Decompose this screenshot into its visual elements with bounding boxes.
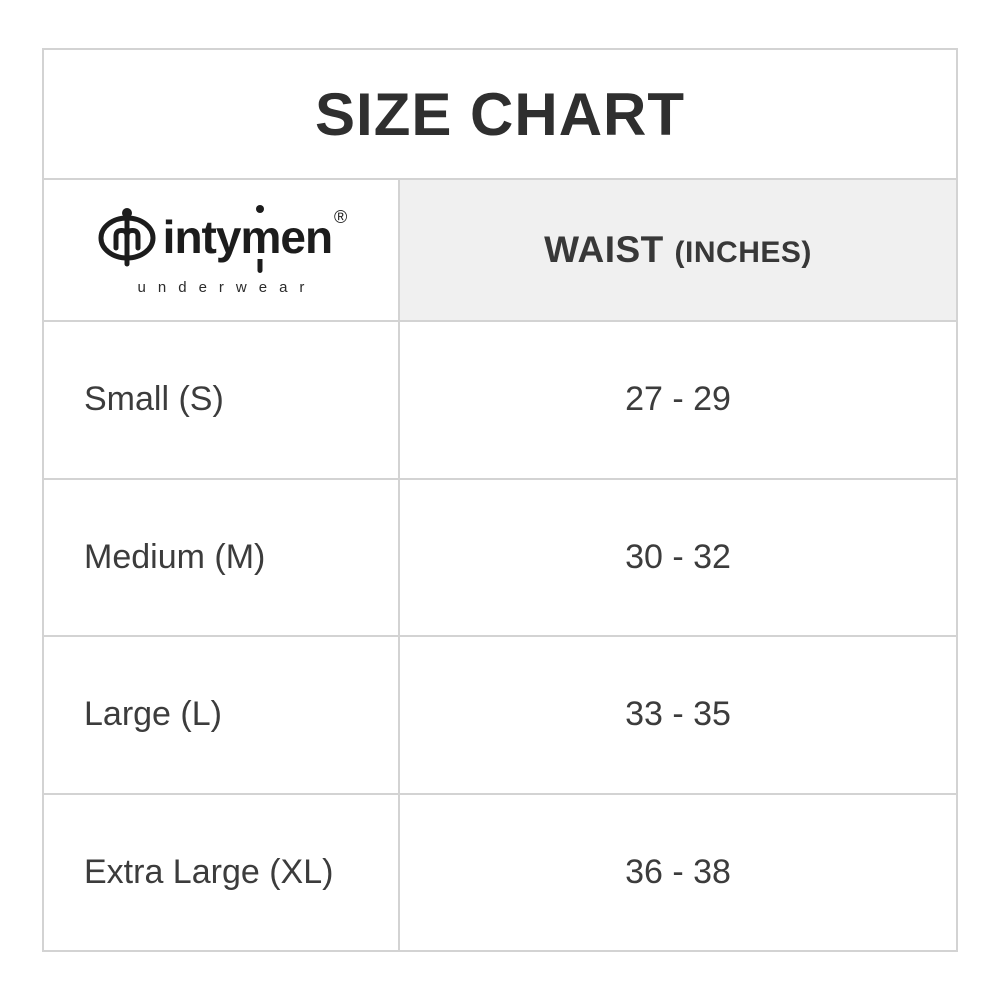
- brand-logo: intymen ® underwear: [95, 205, 348, 296]
- waist-value: 33 - 35: [625, 695, 731, 734]
- size-label: Small (S): [84, 380, 224, 419]
- brand-tagline: underwear: [137, 278, 317, 296]
- table-row-small-waist: 27 - 29: [400, 322, 956, 478]
- waist-unit-text: INCHES: [685, 236, 802, 269]
- paren-close: ): [801, 236, 812, 269]
- waist-column-header: WAIST (INCHES): [544, 229, 812, 271]
- table-row-large-waist: 33 - 35: [400, 637, 956, 793]
- paren-open: (: [674, 236, 686, 269]
- brand-text-m: m: [240, 210, 281, 263]
- size-chart-table: SIZE CHART intymen ® underwear WAIST (IN…: [42, 48, 958, 952]
- brand-logo-cell: intymen ® underwear: [44, 180, 398, 320]
- waist-unit: (INCHES): [675, 236, 812, 269]
- waist-header-cell: WAIST (INCHES): [400, 180, 956, 320]
- table-row-small-label: Small (S): [44, 322, 398, 478]
- waist-value: 27 - 29: [625, 380, 731, 419]
- table-row-medium-label: Medium (M): [44, 479, 398, 635]
- registered-trademark-icon: ®: [334, 206, 348, 227]
- brand-text-inty: inty: [162, 210, 242, 263]
- size-label: Large (L): [84, 695, 222, 734]
- size-chart-title-row: SIZE CHART: [44, 50, 956, 178]
- brand-wordmark: intymen: [162, 210, 333, 263]
- table-row-xlarge-label: Extra Large (XL): [44, 794, 398, 950]
- waist-value: 36 - 38: [625, 852, 731, 891]
- table-row-large-label: Large (L): [44, 637, 398, 793]
- waist-value: 30 - 32: [625, 537, 731, 576]
- page-title: SIZE CHART: [315, 80, 685, 148]
- size-label: Medium (M): [84, 537, 266, 576]
- size-label: Extra Large (XL): [84, 852, 334, 891]
- intymen-logo-mark-icon: [98, 207, 156, 266]
- table-row-xlarge-waist: 36 - 38: [400, 794, 956, 950]
- brand-logo-row: intymen ®: [95, 205, 348, 269]
- table-row-medium-waist: 30 - 32: [400, 479, 956, 635]
- brand-text-en: en: [280, 210, 333, 263]
- waist-label: WAIST: [544, 229, 664, 270]
